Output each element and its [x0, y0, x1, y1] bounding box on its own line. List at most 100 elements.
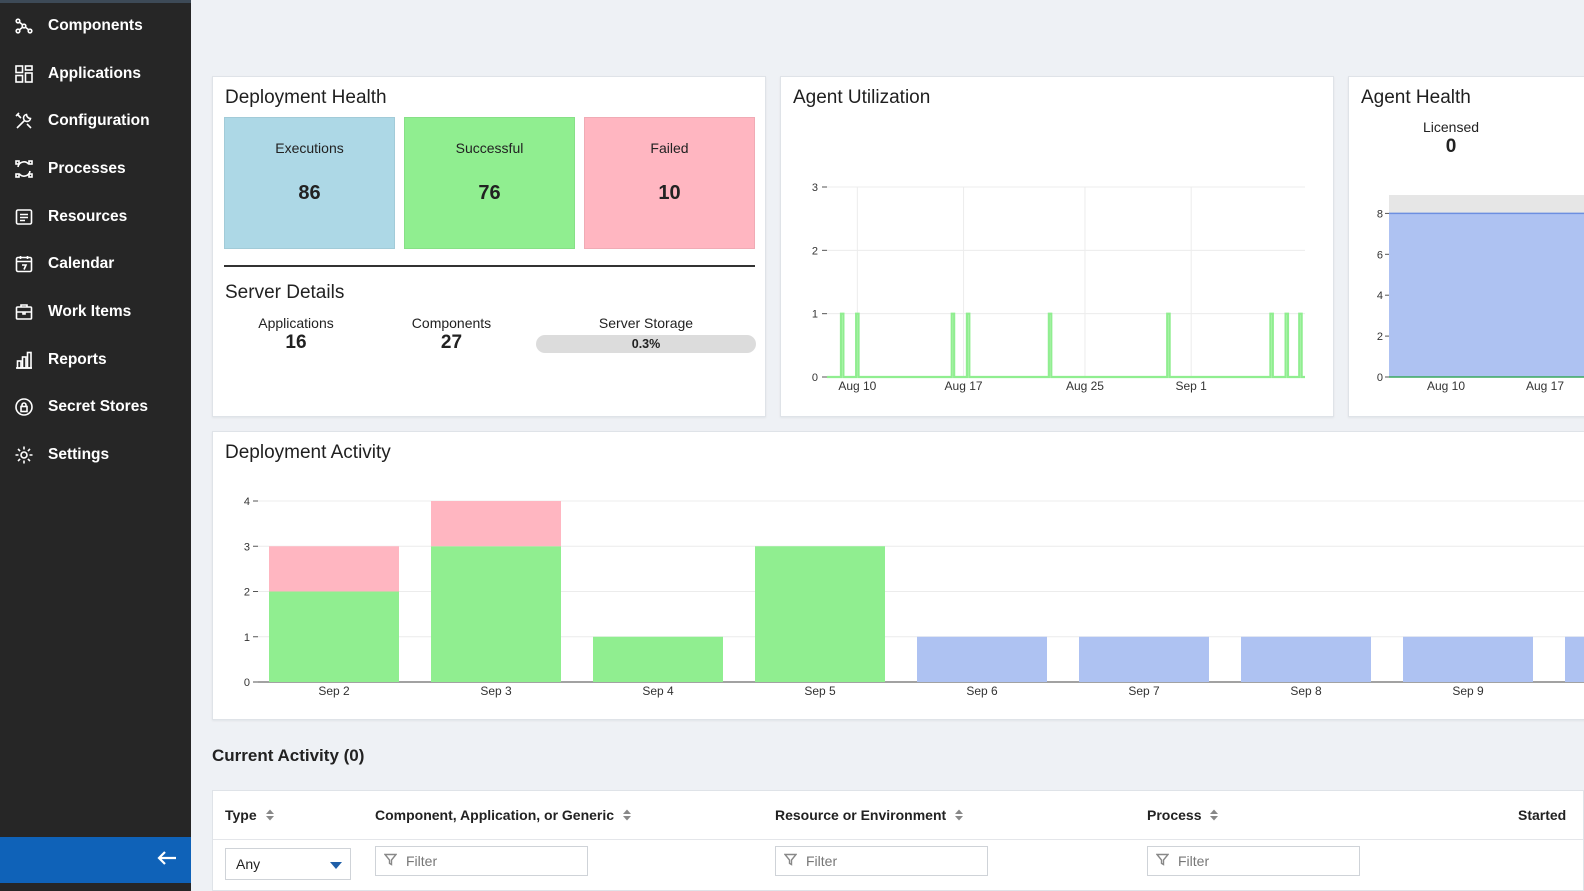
deployment-health-title: Deployment Health: [225, 87, 387, 108]
bar-scheduled: [917, 636, 1047, 682]
sidebar-item-label: Settings: [48, 446, 110, 463]
components-stat-value: 27: [440, 332, 463, 353]
bar-scheduled-partial: [1565, 636, 1584, 682]
sidebar-item-label: Processes: [48, 160, 126, 177]
y-tick-label: 1: [812, 309, 818, 321]
x-tick-label: Sep 3: [480, 684, 512, 698]
tile-value: 76: [478, 182, 501, 204]
sidebar-item-settings[interactable]: Settings: [0, 433, 191, 477]
processes-icon: [13, 158, 35, 180]
type-select[interactable]: Any: [225, 848, 351, 880]
sort-icon: [954, 808, 964, 822]
sidebar-item-label: Work Items: [48, 303, 132, 320]
column-header-label: Component, Application, or Generic: [375, 807, 615, 823]
secret-stores-icon: [13, 396, 35, 418]
sidebar-item-label: Components: [48, 17, 143, 34]
y-tick-label: 2: [1377, 331, 1383, 343]
chevron-down-icon: [330, 862, 342, 869]
x-tick-label: Sep 1: [1176, 379, 1208, 393]
sidebar: Components Applications Configuration Pr…: [0, 0, 191, 891]
sidebar-item-processes[interactable]: Processes: [0, 147, 191, 191]
failed-tile[interactable]: Failed 10: [584, 117, 755, 249]
resources-icon: [13, 206, 35, 228]
sidebar-item-label: Applications: [48, 65, 142, 82]
current-activity-title: Current Activity (0): [212, 746, 365, 765]
y-tick-label: 0: [1377, 372, 1383, 384]
column-header-type[interactable]: Type: [225, 807, 275, 823]
y-tick-label: 4: [244, 496, 250, 508]
y-tick-label: 0: [812, 372, 818, 384]
column-header-label: Resource or Environment: [775, 807, 947, 823]
column-header-component[interactable]: Component, Application, or Generic: [375, 807, 632, 823]
applications-stat: Applications 16: [249, 315, 343, 354]
sidebar-item-configuration[interactable]: Configuration: [0, 99, 191, 143]
sidebar-collapse-button[interactable]: [0, 837, 191, 883]
y-tick-label: 4: [1377, 290, 1383, 302]
applications-stat-value: 16: [285, 332, 307, 353]
licensed-stat: Licensed 0: [1401, 119, 1501, 158]
agent-health-chart: 0 2 4 6 8 Aug 10 Aug 17: [1377, 195, 1584, 393]
column-header-started[interactable]: Started: [1518, 807, 1566, 823]
x-tick-label: Aug 17: [945, 379, 983, 393]
sidebar-item-reports[interactable]: Reports: [0, 338, 191, 382]
x-tick-label: Sep 4: [642, 684, 674, 698]
bar-failed: [431, 501, 561, 547]
section-divider: [224, 265, 755, 267]
y-tick-label: 0: [244, 677, 250, 689]
bar-successful: [431, 546, 561, 682]
sidebar-item-label: Secret Stores: [48, 398, 148, 415]
applications-stat-label: Applications: [258, 315, 334, 331]
agent-health-title: Agent Health: [1361, 87, 1471, 108]
column-header-process[interactable]: Process: [1147, 807, 1219, 823]
bar-scheduled: [1079, 636, 1209, 682]
column-header-label: Process: [1147, 807, 1202, 823]
filter-icon: [383, 853, 406, 869]
sort-icon: [265, 808, 275, 822]
process-filter-input[interactable]: Filter: [1147, 846, 1360, 876]
filter-icon: [783, 853, 806, 869]
x-tick-label: Sep 7: [1128, 684, 1160, 698]
sidebar-item-applications[interactable]: Applications: [0, 52, 191, 96]
bar-successful: [593, 636, 723, 682]
bar-successful: [755, 546, 885, 682]
x-tick-label: Aug 25: [1066, 379, 1104, 393]
filter-row: Any Filter Filter Filter: [213, 839, 1583, 891]
sidebar-item-secret-stores[interactable]: Secret Stores: [0, 385, 191, 429]
agent-health-card: Agent Health Licensed 0 0 2 4 6 8 Aug 10 Aug 1…: [1348, 76, 1584, 417]
bar-failed: [269, 546, 399, 592]
sidebar-item-calendar[interactable]: Calendar: [0, 242, 191, 286]
x-tick-label: Aug 17: [1526, 379, 1564, 393]
configuration-icon: [13, 110, 35, 132]
column-header-resource[interactable]: Resource or Environment: [775, 807, 964, 823]
reports-icon: [13, 349, 35, 371]
executions-tile[interactable]: Executions 86: [224, 117, 395, 249]
settings-icon: [13, 444, 35, 466]
column-header-label: Type: [225, 807, 257, 823]
sidebar-item-resources[interactable]: Resources: [0, 195, 191, 239]
y-tick-label: 6: [1377, 249, 1383, 261]
sidebar-item-label: Configuration: [48, 112, 150, 129]
arrow-left-icon: [157, 850, 177, 871]
work-items-icon: [13, 301, 35, 323]
y-tick-label: 1: [244, 632, 250, 644]
licensed-label: Licensed: [1422, 119, 1480, 135]
successful-tile[interactable]: Successful 76: [404, 117, 575, 249]
filter-icon: [1155, 853, 1178, 869]
components-icon: [13, 15, 35, 37]
column-header-label: Started: [1518, 807, 1567, 823]
component-filter-input[interactable]: Filter: [375, 846, 588, 876]
sidebar-item-work-items[interactable]: Work Items: [0, 290, 191, 334]
applications-icon: [13, 63, 35, 85]
filter-placeholder: Filter: [1178, 853, 1210, 869]
server-details-title: Server Details: [225, 282, 345, 303]
sidebar-item-components[interactable]: Components: [0, 4, 191, 48]
online-area: [1389, 213, 1584, 377]
resource-filter-input[interactable]: Filter: [775, 846, 988, 876]
components-stat-label: Components: [411, 315, 492, 331]
tile-label: Successful: [455, 140, 524, 156]
y-tick-label: 3: [812, 182, 818, 194]
deployment-activity-chart: 0 1 2 3 4 Sep 2 Sep 3 Sep 4 Sep 5 Sep 6 Sep 7 Sep 8…: [244, 496, 1584, 698]
tile-value: 86: [298, 182, 321, 204]
sidebar-item-label: Resources: [48, 208, 128, 225]
agent-utilization-chart: 0 1 2 3 Aug 10 Aug 17 Aug 25 Sep 1: [812, 182, 1305, 393]
